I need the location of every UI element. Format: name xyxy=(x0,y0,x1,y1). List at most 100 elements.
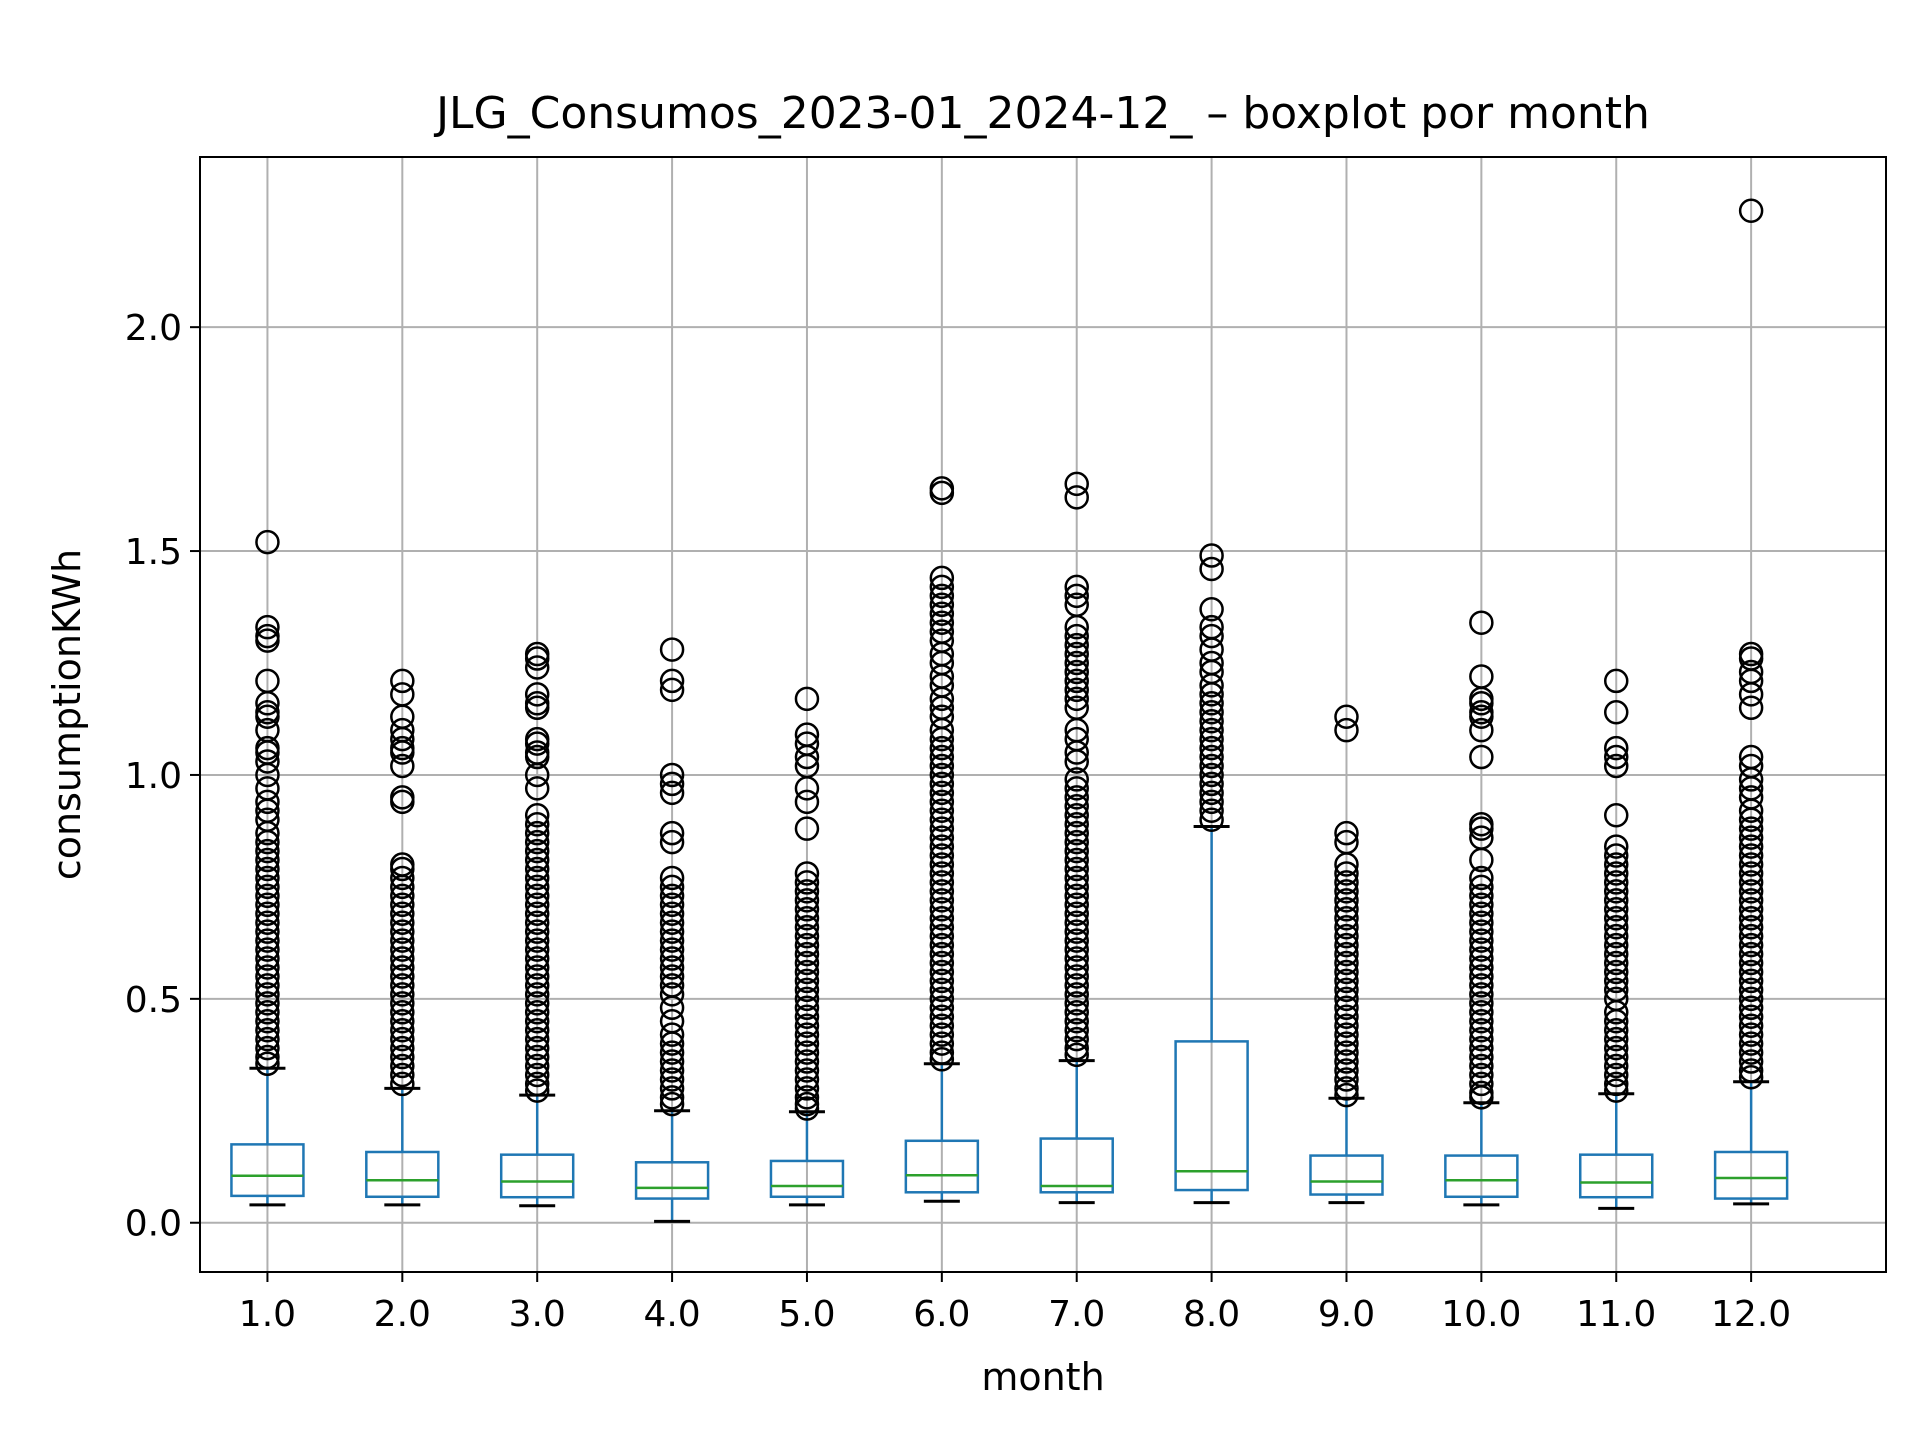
outlier-point xyxy=(1064,583,1089,609)
outlier-point xyxy=(1334,932,1359,958)
box-1.0 xyxy=(230,529,305,1207)
outlier-point xyxy=(1334,888,1359,913)
outlier-point xyxy=(659,820,685,846)
outlier-point xyxy=(794,977,820,1003)
outlier-point xyxy=(1334,1031,1359,1056)
outlier-point xyxy=(1064,668,1089,694)
outlier-point xyxy=(1603,834,1629,859)
outlier-point xyxy=(1738,861,1764,886)
outlier-point xyxy=(1469,973,1494,998)
outlier-point xyxy=(1199,623,1224,649)
outlier-point xyxy=(1738,879,1764,904)
outlier-point xyxy=(1603,744,1629,770)
outlier-point xyxy=(1469,1085,1494,1110)
outlier-point xyxy=(1334,1049,1359,1074)
outlier-point xyxy=(390,1017,415,1043)
outlier-point xyxy=(929,807,955,832)
outlier-point xyxy=(524,655,550,680)
outlier-point xyxy=(255,928,280,953)
outlier-point xyxy=(929,923,955,949)
outlier-point xyxy=(1334,995,1359,1021)
outlier-point xyxy=(390,928,415,953)
outlier-point xyxy=(524,1017,550,1043)
outlier-point xyxy=(390,740,415,765)
outlier-point xyxy=(1738,668,1764,694)
box-10.0 xyxy=(1444,610,1519,1207)
outlier-point xyxy=(1334,1067,1359,1092)
outlier-point xyxy=(1738,968,1764,994)
outlier-point xyxy=(390,1008,415,1034)
outlier-point xyxy=(929,686,955,712)
outlier-point xyxy=(929,986,955,1012)
outlier-point xyxy=(524,1078,550,1103)
outlier-point xyxy=(1064,1035,1089,1061)
outlier-point xyxy=(1334,914,1359,940)
outlier-point xyxy=(1064,677,1089,703)
outlier-point xyxy=(929,1047,955,1072)
outlier-point xyxy=(1738,870,1764,895)
outlier-point xyxy=(390,1035,415,1061)
outlier-point xyxy=(1334,717,1359,743)
outlier-point xyxy=(929,1022,955,1047)
outlier-point xyxy=(1603,959,1629,985)
outlier-point xyxy=(1199,807,1224,832)
outlier-point xyxy=(929,825,955,850)
box-5.0 xyxy=(769,686,845,1207)
outlier-point xyxy=(1603,843,1629,868)
outlier-point xyxy=(929,950,955,976)
outlier-point xyxy=(1064,973,1089,998)
outlier-point xyxy=(390,874,415,900)
outlier-point xyxy=(524,776,550,801)
outlier-point xyxy=(1064,785,1089,810)
outlier-point xyxy=(524,982,550,1007)
outlier-point xyxy=(1738,1022,1764,1047)
outlier-point xyxy=(1603,1026,1629,1052)
x-tick-label: 7.0 xyxy=(1048,1294,1105,1335)
outlier-point xyxy=(1603,668,1629,694)
outlier-point xyxy=(1603,735,1629,761)
outlier-point xyxy=(929,959,955,985)
outlier-point xyxy=(794,861,820,886)
outlier-point xyxy=(390,910,415,935)
outlier-point xyxy=(659,1085,685,1110)
outlier-point xyxy=(659,937,685,962)
outlier-point xyxy=(794,959,820,985)
outlier-point xyxy=(1469,928,1494,953)
outlier-point xyxy=(1738,950,1764,976)
outlier-point xyxy=(659,919,685,944)
outlier-point xyxy=(1469,1071,1494,1097)
outlier-point xyxy=(1199,771,1224,797)
outlier-point xyxy=(255,820,280,846)
outlier-point xyxy=(1603,968,1629,994)
x-tick-label: 8.0 xyxy=(1183,1294,1240,1335)
outlier-point xyxy=(524,1053,550,1079)
outlier-point xyxy=(929,565,955,591)
outlier-point xyxy=(390,668,415,694)
outlier-point xyxy=(1064,632,1089,658)
outlier-point xyxy=(1199,744,1224,770)
outlier-point xyxy=(390,937,415,962)
outlier-point xyxy=(255,789,280,815)
outlier-point xyxy=(794,905,820,931)
outlier-point xyxy=(524,883,550,909)
outlier-point xyxy=(929,771,955,797)
outlier-point xyxy=(794,744,820,770)
outlier-point xyxy=(1603,1044,1629,1070)
outlier-point xyxy=(659,1058,685,1083)
outlier-point xyxy=(1738,843,1764,868)
outlier-point xyxy=(255,874,280,900)
outlier-point xyxy=(794,995,820,1021)
outlier-point xyxy=(1199,691,1224,716)
outlier-point xyxy=(1738,1031,1764,1056)
outlier-point xyxy=(1738,682,1764,707)
outlier-point xyxy=(1469,1044,1494,1070)
outlier-point xyxy=(1064,767,1089,792)
outlier-point xyxy=(794,1067,820,1092)
outlier-point xyxy=(929,1013,955,1038)
outlier-point xyxy=(1603,1078,1629,1103)
outlier-point xyxy=(929,914,955,940)
outlier-point xyxy=(929,932,955,958)
outlier-point xyxy=(1199,753,1224,779)
outlier-point xyxy=(794,897,820,922)
